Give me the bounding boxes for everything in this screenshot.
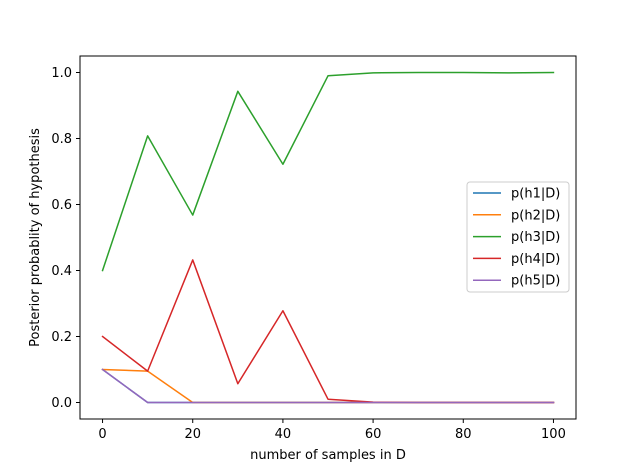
series-line-h5 — [101, 368, 555, 404]
y-tick-label: 1.0 — [51, 66, 72, 81]
y-tick-label: 0.0 — [51, 396, 72, 411]
legend-box — [466, 181, 570, 293]
legend-label-h4: p(h4|D) — [511, 252, 560, 267]
y-tick-label: 0.2 — [51, 330, 72, 345]
x-tick-label: 20 — [184, 427, 201, 442]
y-tick-label: 0.6 — [51, 198, 72, 213]
legend-label-h1: p(h1|D) — [511, 187, 560, 202]
x-axis-ticks: 0 20 40 60 80 100 — [98, 419, 566, 442]
legend: p(h1|D) p(h2|D) p(h3|D) p(h4|D) p(h5|D) — [466, 181, 570, 293]
x-tick-label: 40 — [275, 427, 292, 442]
y-axis-ticks: 0.0 0.2 0.4 0.6 0.8 1.0 — [51, 66, 80, 411]
plot-frame — [79, 55, 577, 420]
legend-label-h3: p(h3|D) — [511, 230, 560, 245]
y-tick-label: 0.8 — [51, 132, 72, 147]
x-axis-label: number of samples in D — [250, 448, 406, 463]
x-tick-label: 0 — [98, 427, 106, 442]
series-line-h3 — [101, 71, 555, 272]
legend-label-h2: p(h2|D) — [511, 208, 560, 223]
x-tick-label: 100 — [541, 427, 566, 442]
series-layer — [101, 71, 555, 404]
x-tick-label: 60 — [365, 427, 382, 442]
y-axis-label: Posterior probablity of hypothesis — [28, 128, 43, 347]
x-tick-label: 80 — [455, 427, 472, 442]
legend-label-h5: p(h5|D) — [511, 274, 560, 289]
y-tick-label: 0.4 — [51, 264, 72, 279]
